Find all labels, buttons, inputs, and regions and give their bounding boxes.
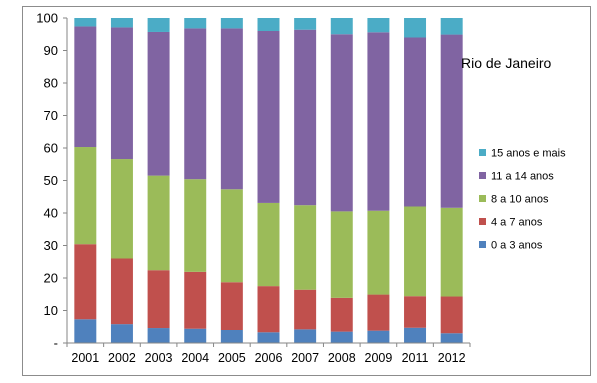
y-tick-label-5: 50 [44, 173, 58, 188]
x-tick-label-2002: 2002 [108, 351, 136, 365]
legend: 15 anos e mais 11 a 14 anos 8 a 10 anos 4 a… [479, 148, 566, 252]
legend-label-5: 15 anos e mais [491, 148, 566, 160]
bars-layer [74, 18, 463, 344]
y-tick-label-0: - [54, 336, 58, 351]
bar-segment-2012-series-2 [440, 296, 463, 334]
legend-swatch-1 [479, 241, 486, 248]
bar-segment-2004-series-4 [184, 28, 207, 180]
legend-label-1: 0 a 3 anos [491, 240, 543, 252]
bar-segment-2007-series-1 [294, 329, 317, 343]
bar-segment-2005-series-5 [220, 18, 243, 29]
bar-segment-2011-series-1 [404, 327, 427, 343]
legend-label-4: 11 a 14 anos [491, 171, 554, 183]
legend-swatch-3 [479, 195, 486, 202]
bar-segment-2009-series-5 [367, 18, 390, 33]
x-tick-label-2004: 2004 [181, 351, 209, 365]
y-tick-label-1: 10 [44, 303, 58, 318]
x-tick-label-2005: 2005 [218, 351, 246, 365]
bar-segment-2006-series-5 [257, 18, 280, 31]
bar-segment-2005-series-1 [220, 330, 243, 343]
x-tick-label-2007: 2007 [291, 351, 319, 365]
y-tick-label-9: 90 [44, 43, 58, 58]
bar-segment-2009-series-3 [367, 210, 390, 295]
bar-segment-2001-series-3 [74, 147, 97, 245]
bar-segment-2008-series-4 [330, 34, 353, 212]
legend-swatch-5 [479, 149, 486, 156]
x-tick-label-2003: 2003 [145, 351, 173, 365]
bar-segment-2011-series-4 [404, 37, 427, 207]
bar-segment-2002-series-4 [110, 27, 133, 160]
bar-segment-2003-series-4 [147, 31, 170, 176]
bar-segment-2007-series-4 [294, 29, 317, 206]
bar-segment-2009-series-4 [367, 32, 390, 211]
bar-segment-2005-series-4 [220, 28, 243, 190]
bar-segment-2002-series-3 [110, 159, 133, 259]
bar-segment-2004-series-2 [184, 271, 207, 329]
bar-segment-2002-series-2 [110, 258, 133, 325]
bar-segment-2007-series-5 [294, 18, 317, 30]
legend-swatch-2 [479, 218, 486, 225]
bar-segment-2003-series-5 [147, 18, 170, 32]
y-tick-label-2: 20 [44, 271, 58, 286]
legend-label-2: 4 a 7 anos [491, 217, 543, 229]
bar-segment-2002-series-1 [110, 324, 133, 343]
bar-segment-2002-series-5 [110, 18, 133, 28]
bar-segment-2006-series-1 [257, 332, 280, 343]
bar-segment-2001-series-1 [74, 319, 97, 343]
bar-segment-2005-series-2 [220, 282, 243, 330]
y-axis-ticks: - 10 20 30 40 50 60 70 80 90 100 [36, 11, 67, 351]
bar-segment-2001-series-2 [74, 244, 97, 320]
bar-segment-2006-series-3 [257, 202, 280, 287]
legend-label-3: 8 a 10 anos [491, 194, 549, 206]
x-tick-label-2001: 2001 [71, 351, 99, 365]
bar-segment-2004-series-5 [184, 18, 207, 29]
bar-segment-2011-series-5 [404, 18, 427, 38]
x-axis-ticks: 2001 2002 2003 2004 2005 2006 2007 2008 2009 2011… [66, 343, 471, 365]
bar-segment-2008-series-1 [330, 331, 353, 344]
x-tick-label-2011: 2011 [402, 351, 429, 365]
bar-segment-2011-series-2 [404, 296, 427, 328]
y-tick-label-3: 30 [44, 238, 58, 253]
bar-segment-2012-series-3 [440, 207, 463, 297]
bar-segment-2012-series-4 [440, 34, 463, 208]
bar-segment-2003-series-1 [147, 328, 170, 343]
bar-segment-2009-series-2 [367, 294, 390, 331]
bar-segment-2004-series-1 [184, 328, 207, 343]
x-tick-label-2012: 2012 [438, 351, 466, 365]
chart-title: Rio de Janeiro [461, 55, 551, 71]
bar-segment-2006-series-4 [257, 31, 280, 203]
legend-swatch-4 [479, 172, 486, 179]
bar-segment-2011-series-3 [404, 206, 427, 297]
x-tick-label-2008: 2008 [328, 351, 356, 365]
x-tick-label-2009: 2009 [365, 351, 393, 365]
bar-segment-2008-series-3 [330, 211, 353, 298]
bar-segment-2012-series-5 [440, 18, 463, 35]
bar-segment-2008-series-5 [330, 18, 353, 35]
bar-segment-2012-series-1 [440, 333, 463, 343]
bar-segment-2001-series-4 [74, 26, 97, 148]
bar-segment-2001-series-5 [74, 18, 97, 27]
bar-segment-2003-series-2 [147, 270, 170, 329]
y-tick-label-7: 70 [44, 108, 58, 123]
bar-segment-2009-series-1 [367, 330, 390, 343]
bar-segment-2005-series-3 [220, 189, 243, 283]
bar-segment-2006-series-2 [257, 286, 280, 333]
bar-segment-2004-series-3 [184, 179, 207, 272]
y-tick-label-4: 40 [44, 206, 58, 221]
y-tick-label-6: 60 [44, 141, 58, 156]
bar-segment-2003-series-3 [147, 175, 170, 271]
bar-segment-2007-series-3 [294, 205, 317, 290]
x-tick-label-2006: 2006 [255, 351, 283, 365]
bar-segment-2007-series-2 [294, 289, 317, 330]
y-tick-label-10: 100 [36, 11, 58, 26]
y-tick-label-8: 80 [44, 76, 58, 91]
bar-segment-2008-series-2 [330, 297, 353, 332]
